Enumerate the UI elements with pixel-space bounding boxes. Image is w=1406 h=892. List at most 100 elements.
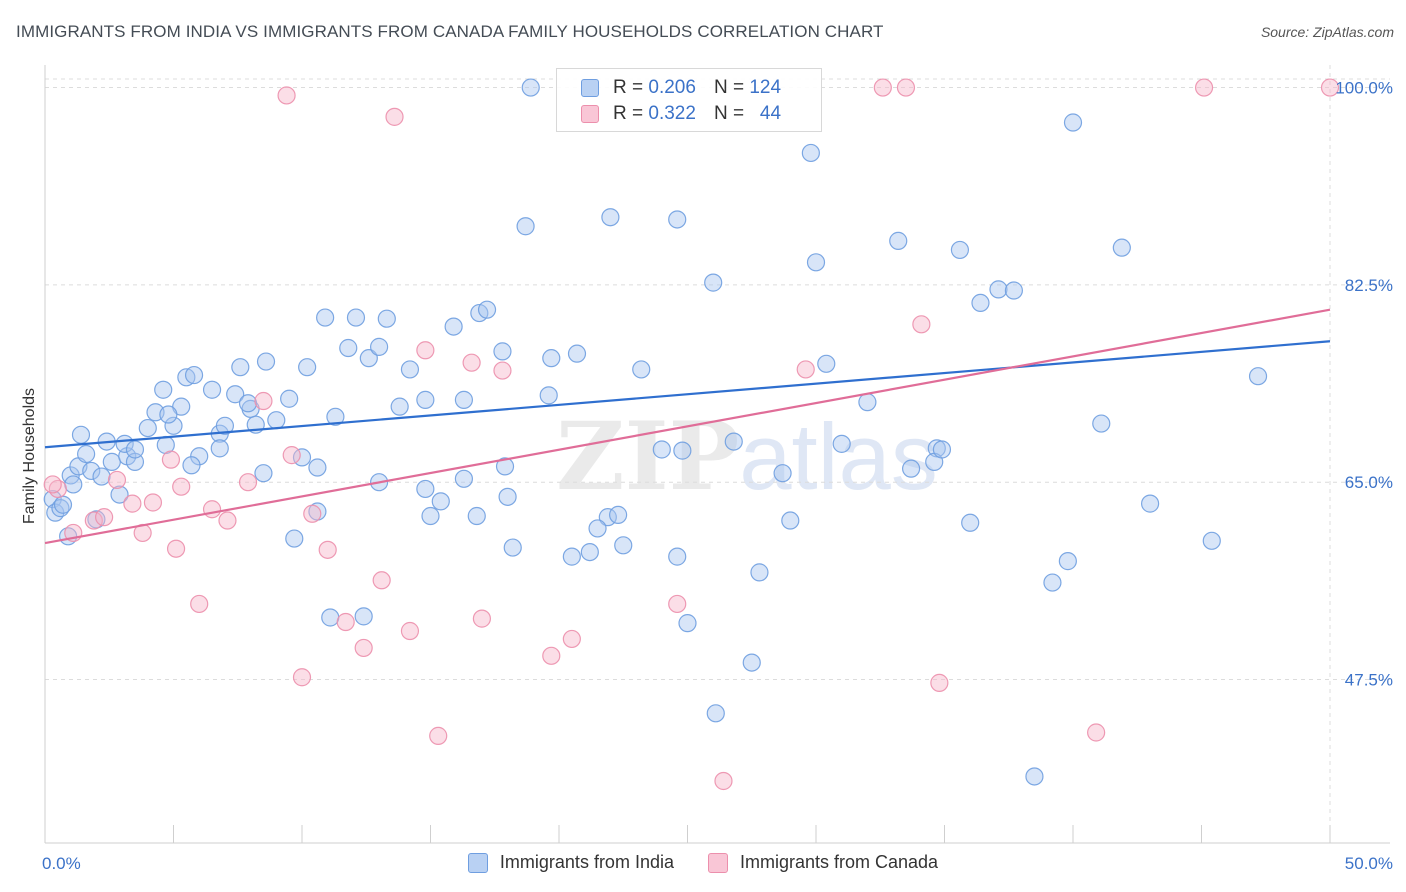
canada-point-2: [84, 511, 103, 530]
india-point-115: [750, 563, 769, 582]
india-point-19: [164, 416, 183, 435]
india-point-82: [950, 240, 970, 260]
india-point-86: [1025, 767, 1044, 786]
canada-point-9: [166, 539, 186, 558]
canada-point-5: [123, 494, 142, 513]
canada-point-13: [218, 511, 237, 530]
canada-swatch: [581, 105, 599, 123]
india-point-121: [1140, 494, 1160, 513]
india-point-108: [159, 405, 178, 424]
legend-item-canada[interactable]: Immigrants from Canada: [707, 852, 938, 873]
india-point-74: [806, 253, 826, 272]
canada-point-16: [282, 446, 301, 465]
india-point-77: [858, 393, 877, 412]
canada-point-20: [336, 612, 355, 632]
india-point-63: [614, 536, 633, 555]
india-point-84: [989, 280, 1008, 299]
india-point-123: [1248, 367, 1268, 386]
india-point-40: [339, 338, 358, 358]
india-point-91: [321, 608, 340, 627]
india-point-70: [724, 432, 743, 451]
india-point-60: [580, 542, 599, 562]
canada-point-28: [472, 609, 491, 628]
canada-point-31: [562, 629, 581, 649]
india-point-102: [182, 456, 201, 475]
india-point-11: [110, 485, 129, 504]
india-point-56: [516, 217, 535, 236]
india-point-15: [138, 418, 157, 438]
india-point-48: [421, 506, 440, 526]
india-point-34: [280, 389, 299, 408]
canada-point-38: [930, 673, 949, 692]
india-point-45: [390, 397, 409, 416]
india-point-78: [889, 231, 908, 250]
india-point-17: [154, 380, 173, 399]
canada-point-3: [95, 508, 114, 527]
canada-point-40: [1194, 78, 1214, 97]
canada-n-label: N =: [713, 103, 745, 124]
trend-lines: [44, 308, 1331, 545]
india-point-72: [773, 464, 792, 483]
india-point-107: [53, 495, 73, 514]
india-point-24: [202, 380, 222, 399]
india-point-50: [444, 317, 463, 336]
india-swatch: [581, 79, 599, 97]
canada-point-7: [143, 493, 163, 512]
india-point-75: [817, 354, 836, 373]
india-point-10: [102, 452, 121, 471]
india-point-7: [82, 461, 101, 481]
india-point-13: [125, 452, 145, 471]
india-point-90: [521, 78, 540, 97]
india-point-38: [316, 308, 335, 327]
india-point-69: [704, 273, 723, 292]
canada-point-34: [796, 360, 815, 379]
india-point-105: [71, 425, 91, 444]
canada-point-24: [400, 621, 420, 641]
india-point-93: [454, 469, 474, 488]
india-point-101: [210, 439, 229, 458]
canada-point-27: [462, 353, 481, 372]
y-tick-labels: 47.5% 65.0% 82.5% 100.0%: [1335, 79, 1393, 690]
y-tick-label-0: 47.5%: [1345, 671, 1393, 690]
canada-point-23: [385, 107, 404, 126]
india-points: [43, 78, 1268, 786]
source-label: Source: ZipAtlas.com: [1260, 24, 1394, 40]
india-point-85: [1004, 281, 1023, 300]
india-point-92: [354, 607, 373, 626]
india-point-32: [256, 352, 276, 371]
canada-point-41: [1320, 78, 1340, 97]
india-point-68: [673, 441, 692, 460]
legend-canada-swatch: [707, 852, 728, 873]
india-point-83: [971, 293, 990, 313]
india-trend-line: [44, 340, 1331, 449]
india-point-118: [961, 513, 980, 532]
canada-r-label: R =: [613, 103, 644, 124]
canada-point-43: [43, 475, 62, 494]
axes: [44, 65, 1390, 844]
canada-point-21: [354, 638, 373, 658]
canada-point-36: [896, 78, 916, 97]
canada-point-29: [493, 361, 512, 380]
india-n-value: 124: [749, 77, 782, 98]
y-tick-label-2: 82.5%: [1345, 276, 1393, 295]
legend-india-label: Immigrants from India: [499, 852, 674, 872]
india-r-value: 0.206: [648, 77, 696, 98]
india-point-39: [326, 407, 345, 426]
india-point-88: [1063, 113, 1083, 132]
legend-item-india[interactable]: Immigrants from India: [467, 852, 674, 873]
india-point-71: [742, 653, 761, 672]
india-point-22: [184, 365, 204, 385]
india-point-58: [562, 547, 581, 566]
canada-point-35: [873, 78, 892, 97]
india-point-47: [416, 479, 435, 499]
canada-point-19: [318, 540, 337, 559]
india-point-36: [298, 358, 317, 377]
canada-point-17: [292, 668, 312, 687]
india-point-28: [231, 358, 250, 377]
india-n-label: N =: [713, 77, 745, 98]
india-point-103: [125, 440, 145, 459]
canada-point-11: [190, 594, 209, 614]
india-point-95: [539, 386, 558, 405]
india-point-117: [901, 459, 921, 478]
